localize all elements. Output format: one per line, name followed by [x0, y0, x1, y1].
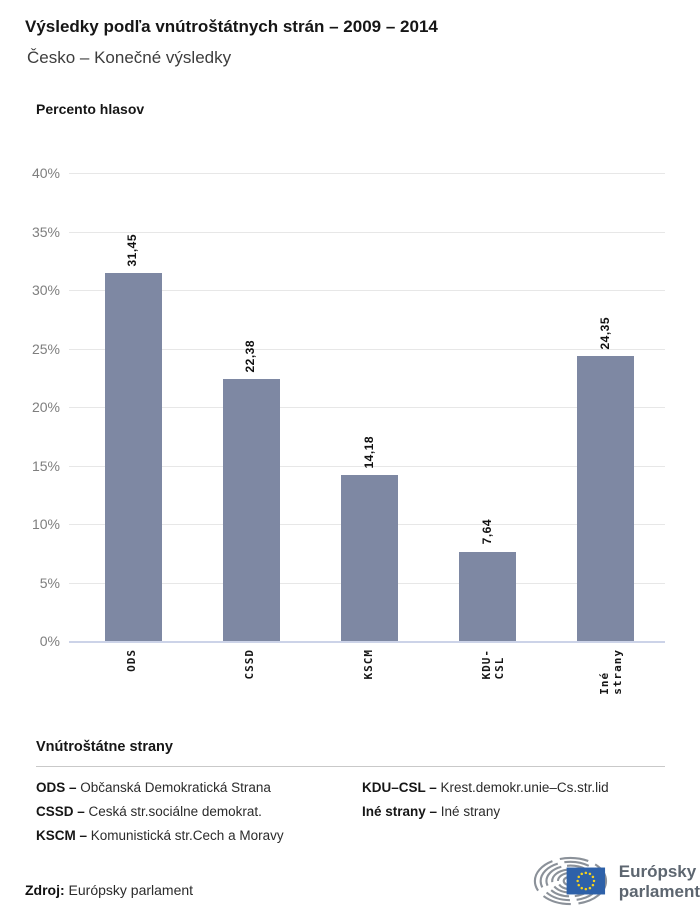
gridline: [69, 407, 665, 408]
legend-divider: [36, 766, 665, 767]
bar: [104, 273, 162, 641]
y-axis-tick-label: 5%: [39, 574, 60, 591]
bar: [577, 356, 635, 641]
x-axis-category-label: ODS: [125, 649, 139, 672]
y-axis-tick-label: 20%: [31, 399, 60, 415]
legend-entry: CSSD – Ceská str.sociálne demokrat.: [36, 803, 284, 827]
legend-definition: Komunistická str.Cech a Moravy: [90, 828, 284, 843]
y-axis-tick-label: 0%: [39, 633, 60, 649]
y-axis-labels: 40% 35% 30% 25% 20% 15% 10% 5% 0%: [0, 165, 62, 649]
gridline: [69, 290, 665, 291]
ep-logo-text: Európsky parlament: [618, 862, 700, 901]
page-subtitle: Česko – Konečné výsledky: [27, 48, 232, 67]
x-axis-category-label: KDU-CSL: [479, 649, 506, 680]
legend-definition: Ceská str.sociálne demokrat.: [88, 804, 262, 819]
y-axis-title: Percento hlasov: [36, 101, 145, 117]
y-axis-tick-label: 15%: [31, 457, 60, 474]
ep-hemicycle-icon: [533, 856, 608, 906]
legend-entry: KSCM – Komunistická str.Cech a Moravy: [36, 827, 284, 851]
legend-entry: ODS – Občanská Demokratická Strana: [36, 779, 284, 803]
y-axis-tick-label: 25%: [31, 340, 60, 357]
bar: [459, 551, 517, 641]
gridline: [69, 465, 665, 467]
page-title: Výsledky podľa vnútroštátnych strán – 20…: [25, 17, 438, 36]
legend-entry: Iné strany – Iné strany: [362, 803, 609, 827]
legend-column-2: KDU–CSL – Krest.demokr.unie–Cs.str.lid In…: [362, 779, 609, 827]
legend-column-1: ODS – Občanská Demokratická Strana CSSD –…: [36, 779, 284, 851]
bar: [341, 475, 398, 641]
legend-definition: Krest.demokr.unie–Cs.str.lid: [440, 780, 609, 795]
legend-term: Iné strany –: [362, 804, 441, 819]
legend-term: KDU–CSL –: [362, 780, 441, 795]
legend-entry: KDU–CSL – Krest.demokr.unie–Cs.str.lid: [362, 779, 609, 803]
legend-term: ODS –: [36, 780, 81, 795]
x-axis-category-label: Iné strany: [597, 648, 624, 695]
y-axis-tick-label: 30%: [31, 282, 60, 298]
y-axis-tick-label: 40%: [31, 165, 60, 181]
source-label: Zdroj:: [25, 882, 65, 898]
gridline: [69, 173, 665, 174]
source-line: Zdroj: Európsky parlament: [25, 882, 193, 898]
bar-value-label: 31,45: [125, 233, 140, 267]
x-axis-category-label: CSSD: [243, 649, 257, 680]
legend-term: KSCM –: [36, 828, 91, 843]
european-parliament-logo: Európsky parlament: [532, 854, 700, 912]
bar-value-label: 22,38: [243, 339, 258, 373]
y-axis-tick-label: 35%: [31, 223, 60, 240]
y-axis-tick-label: 10%: [31, 516, 60, 532]
bar-value-label: 24,35: [597, 316, 612, 350]
x-axis-baseline: [69, 641, 665, 643]
legend-heading: Vnútroštátne strany: [36, 739, 173, 755]
gridline: [69, 231, 665, 233]
chart-plot-area: 31,45 ODS 22,38 CSSD 14,18 KSCM 7,64 KDU-CSL 24,…: [74, 173, 665, 695]
source-value: Európsky parlament: [68, 882, 194, 898]
bar-value-label: 14,18: [361, 435, 376, 469]
legend-definition: Občanská Demokratická Strana: [80, 780, 271, 795]
eu-flag-icon: [566, 867, 606, 895]
bar: [222, 379, 280, 641]
legend-term: CSSD –: [36, 804, 89, 819]
x-axis-category-label: KSCM: [361, 649, 375, 680]
gridline: [69, 348, 665, 350]
legend-definition: Iné strany: [440, 804, 501, 819]
bar-value-label: 7,64: [479, 519, 494, 545]
